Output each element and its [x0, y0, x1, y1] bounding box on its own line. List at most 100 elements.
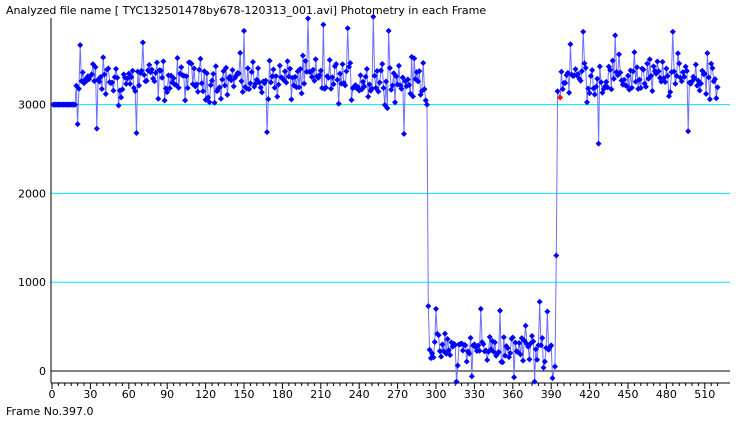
data-point	[207, 82, 214, 89]
data-point	[244, 65, 251, 72]
data-point	[88, 71, 95, 78]
data-point	[655, 68, 662, 75]
data-point	[343, 68, 350, 75]
data-point	[475, 342, 482, 349]
data-point	[274, 93, 281, 100]
data-point	[328, 85, 335, 92]
data-point	[344, 25, 351, 32]
data-point	[322, 84, 329, 91]
data-point	[191, 65, 198, 72]
data-point	[235, 70, 242, 77]
y-tick-label: 0	[39, 365, 46, 378]
data-point	[128, 74, 135, 81]
data-point	[161, 97, 168, 104]
data-point	[132, 88, 139, 95]
data-point	[360, 78, 367, 85]
data-point	[371, 72, 378, 79]
data-point	[401, 130, 407, 137]
data-point	[554, 88, 561, 95]
data-point	[143, 77, 150, 84]
data-point	[178, 64, 185, 71]
x-tick-label: 180	[272, 388, 293, 401]
data-point	[248, 69, 255, 76]
frame-number-label: Frame No.397.0	[6, 405, 94, 418]
data-point	[495, 349, 502, 356]
data-point	[664, 72, 671, 79]
data-point	[507, 350, 514, 357]
data-point	[223, 64, 230, 71]
data-point	[697, 80, 704, 87]
data-point	[447, 351, 454, 358]
data-point	[139, 39, 146, 46]
data-point	[159, 74, 166, 81]
data-point	[283, 79, 290, 86]
data-point	[281, 68, 288, 75]
data-point	[607, 66, 614, 73]
data-point	[477, 305, 484, 312]
data-point	[441, 330, 448, 337]
data-point	[287, 65, 294, 72]
data-point	[357, 72, 364, 79]
data-point	[504, 345, 511, 352]
data-point	[596, 63, 603, 70]
data-point	[311, 77, 318, 84]
data-point	[610, 75, 617, 82]
data-point	[372, 85, 379, 92]
data-point	[612, 32, 619, 39]
data-point	[392, 99, 399, 106]
data-point	[298, 90, 305, 97]
data-point	[339, 61, 346, 68]
data-point	[712, 76, 719, 83]
data-point	[646, 56, 653, 63]
data-point	[552, 363, 559, 370]
data-point	[467, 334, 474, 341]
data-point	[598, 79, 605, 86]
data-point	[335, 100, 342, 107]
data-point	[365, 93, 372, 100]
data-point	[553, 252, 560, 259]
data-point	[100, 54, 107, 61]
data-point	[385, 27, 392, 34]
data-point	[141, 71, 148, 78]
data-point	[228, 77, 235, 84]
data-point	[415, 78, 422, 85]
data-point	[644, 60, 651, 67]
data-point	[534, 356, 541, 363]
data-point	[200, 88, 207, 95]
x-tick-label: 30	[83, 388, 97, 401]
data-point	[436, 348, 443, 355]
data-point	[667, 88, 674, 95]
data-point	[206, 99, 213, 106]
chart-title: Analyzed file name [ TYC132501478by678-1…	[6, 4, 486, 17]
data-point	[297, 65, 304, 72]
data-point	[136, 82, 143, 89]
data-point	[713, 95, 720, 102]
data-point	[193, 81, 200, 88]
data-point	[270, 66, 277, 73]
data-point	[262, 77, 269, 84]
data-point	[175, 84, 182, 91]
data-point	[630, 68, 637, 75]
data-point	[420, 59, 427, 66]
data-point	[237, 49, 244, 56]
data-point	[540, 364, 547, 371]
data-point	[631, 49, 638, 56]
data-point	[118, 94, 125, 101]
data-point	[164, 89, 171, 96]
data-point	[393, 73, 400, 80]
data-point	[347, 60, 354, 67]
data-point	[466, 350, 473, 357]
data-point	[522, 322, 529, 329]
data-point	[499, 359, 506, 366]
data-point	[369, 85, 375, 92]
data-point	[594, 75, 601, 82]
data-point	[454, 362, 461, 369]
data-point	[79, 69, 86, 76]
data-point	[312, 56, 319, 63]
x-tick-label: 450	[618, 388, 639, 401]
data-point	[184, 84, 191, 91]
data-point	[110, 87, 117, 94]
data-point	[96, 78, 103, 85]
data-point	[637, 84, 644, 91]
data-point	[77, 42, 84, 49]
